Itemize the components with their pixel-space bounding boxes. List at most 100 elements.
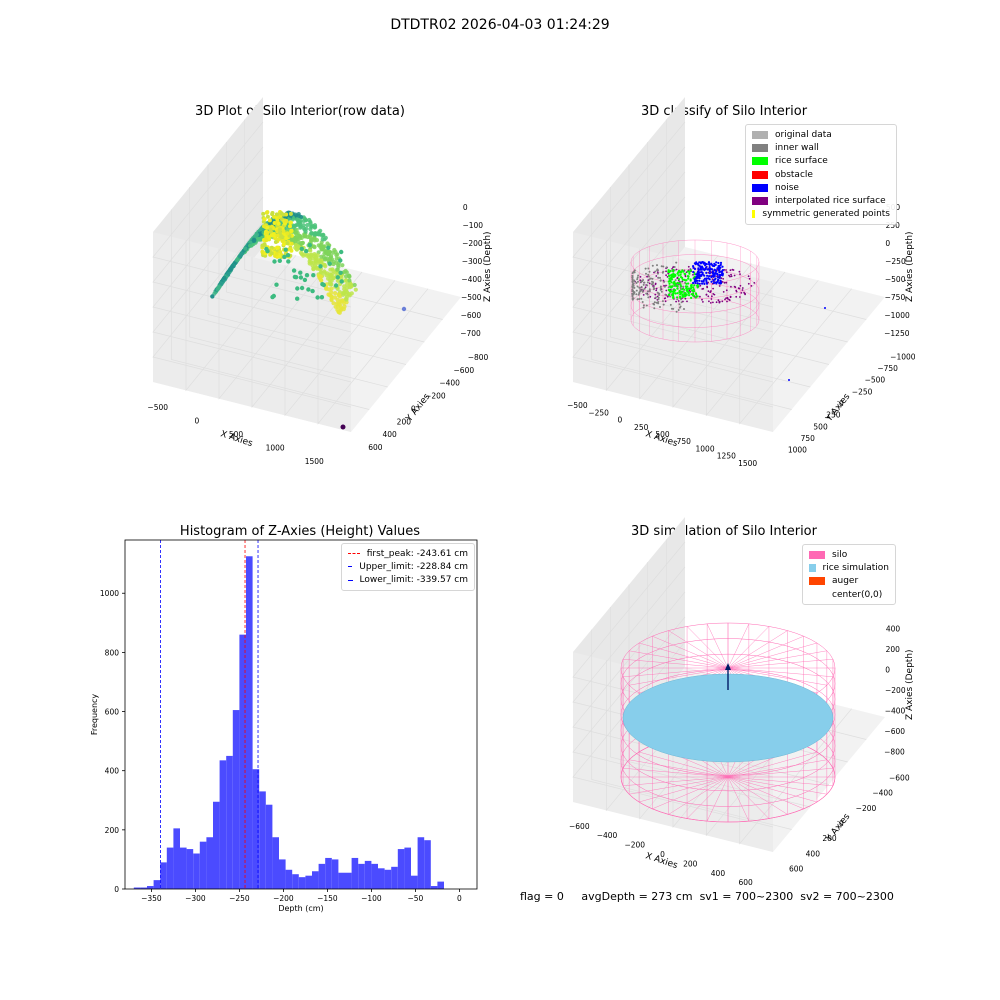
raw-point <box>319 242 324 247</box>
cls-interp-point <box>649 295 652 298</box>
cls-wall-point <box>646 293 649 296</box>
raw-point <box>237 254 242 259</box>
cls-noise-point <box>700 271 703 274</box>
cls-xtick: 250 <box>634 423 649 432</box>
cls-noise-point <box>708 263 711 266</box>
cls-wall-point <box>662 303 665 306</box>
raw-yellow-point <box>273 240 278 244</box>
cls-noise-outlier <box>824 307 826 309</box>
cls-rice-point <box>674 292 677 295</box>
raw-point <box>296 213 301 219</box>
cls-rice-point <box>670 281 673 284</box>
simulation-legend-item: rice simulation <box>809 561 889 574</box>
cls-xtick: 0 <box>618 416 623 425</box>
cls-rice-point <box>684 295 687 298</box>
cls-grid-c <box>572 121 774 308</box>
sim-silo-spoke <box>686 626 729 669</box>
cls-wall-point <box>633 279 636 282</box>
cls-wall-point <box>642 306 645 309</box>
raw-point <box>253 233 258 238</box>
cls-rice-point <box>677 278 681 281</box>
cls-noise-point <box>703 282 706 285</box>
cls-wall-point <box>660 290 663 293</box>
cls-wall-point <box>677 309 680 311</box>
histogram-bar <box>325 857 332 889</box>
raw-point <box>308 227 313 232</box>
raw-outlier-point <box>304 248 309 254</box>
legend-swatch <box>752 210 756 219</box>
cls-grid-b <box>739 273 852 425</box>
cls-interp-point <box>639 276 642 278</box>
raw-point <box>329 297 334 302</box>
cls-rice-point <box>672 275 675 279</box>
cls-noise-point <box>719 261 723 264</box>
cls-interp-point <box>739 284 742 287</box>
raw-point <box>333 304 338 309</box>
cls-interp-point <box>722 278 725 280</box>
cls-wall-point <box>647 267 650 270</box>
cls-rice-point <box>687 275 690 278</box>
cls-wall-point <box>636 276 639 279</box>
raw-point <box>317 274 322 279</box>
cls-rice-point <box>692 288 695 291</box>
cls-wall-point <box>652 302 655 305</box>
sim-ztick: 400 <box>886 624 901 633</box>
sim-silo-spoke <box>629 650 729 669</box>
cls-wall-point <box>638 298 641 300</box>
raw-point <box>308 221 313 226</box>
raw-point <box>222 275 227 280</box>
cls-wall-point <box>636 298 639 301</box>
cls-rice-point <box>676 296 679 299</box>
cls-wall-point <box>657 298 660 301</box>
raw-outlier-point <box>283 247 288 252</box>
histogram-bar <box>384 869 392 889</box>
cls-noise-point <box>699 262 703 265</box>
cls-interp-point <box>654 282 657 285</box>
cls-wall-point <box>657 276 660 279</box>
sim-silo-spoke <box>727 650 827 669</box>
cls-rice-point <box>679 295 682 298</box>
cls-wall-point <box>658 294 660 296</box>
cls-wall-point <box>649 290 651 292</box>
raw-point <box>353 287 358 292</box>
cls-interp-point <box>725 297 727 299</box>
cls-interp-point <box>646 275 648 278</box>
raw-ytick: −200 <box>425 392 446 401</box>
cls-interp-point <box>664 300 667 303</box>
raw-point <box>324 286 329 291</box>
cls-wall-point <box>636 285 639 288</box>
cls-ztick: −500 <box>885 275 906 284</box>
cls-noise-point <box>701 282 704 285</box>
cls-wall-point <box>632 284 635 287</box>
legend-label: rice simulation <box>822 562 889 573</box>
cls-interp-point <box>747 275 750 278</box>
sim-silo-spoke <box>727 623 750 669</box>
cls-rice-point <box>668 279 671 283</box>
cls-xtick: 1500 <box>738 459 757 468</box>
cls-noise-point <box>705 271 708 274</box>
raw-point <box>311 267 316 272</box>
legend-swatch <box>752 157 768 166</box>
raw-point <box>327 280 332 285</box>
cls-interp-point <box>653 271 655 274</box>
cls-noise-point <box>706 268 709 271</box>
legend-swatch <box>752 143 768 152</box>
cls-wall-point <box>663 280 666 283</box>
histogram-bar <box>279 859 286 889</box>
sim-ylabel: Y Axies <box>824 812 853 845</box>
raw-point <box>292 224 297 229</box>
sim-silo-spoke <box>638 642 729 669</box>
raw-outlier-point <box>286 259 291 264</box>
raw-point <box>347 282 352 287</box>
histogram-bar <box>430 886 438 889</box>
cls-wall-point <box>640 297 643 300</box>
raw-outlier-point <box>310 288 315 294</box>
classify-legend-item: obstacle <box>752 168 890 181</box>
cls-wall-point <box>637 274 640 277</box>
sim-silo-spoke <box>727 768 833 778</box>
raw-yellow-point <box>268 227 273 232</box>
histogram-bar <box>351 857 359 889</box>
raw-point <box>318 228 323 233</box>
cls-interp-point <box>739 273 741 275</box>
cls-noise-point <box>697 276 700 279</box>
